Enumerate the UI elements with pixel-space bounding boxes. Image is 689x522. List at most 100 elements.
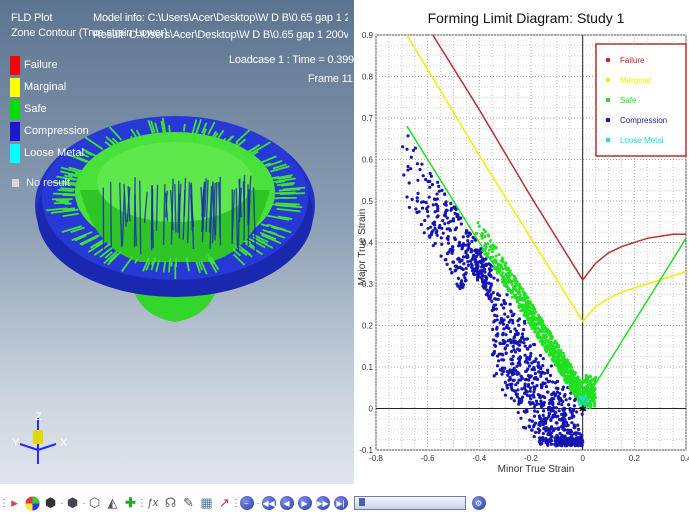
model-streak bbox=[133, 177, 136, 248]
next-frame-icon[interactable]: ▶▶ bbox=[314, 493, 331, 513]
compression-point bbox=[416, 178, 420, 182]
compression-point bbox=[509, 310, 513, 314]
compression-point bbox=[520, 332, 525, 336]
compression-point bbox=[491, 291, 495, 295]
compression-point bbox=[489, 295, 493, 299]
compression-point bbox=[515, 329, 519, 333]
compression-point bbox=[409, 167, 413, 171]
model-render[interactable] bbox=[0, 0, 354, 484]
compression-point bbox=[505, 323, 509, 328]
compression-point bbox=[402, 173, 406, 177]
safe-point bbox=[569, 369, 573, 373]
animation-slider[interactable] bbox=[354, 496, 466, 510]
compression-point bbox=[428, 235, 432, 239]
compression-point bbox=[451, 219, 456, 223]
fx-icon[interactable]: ƒx bbox=[146, 497, 159, 509]
model-streak bbox=[235, 188, 239, 248]
cube-shade-icon[interactable]: ⬢ bbox=[66, 495, 79, 510]
settings-icon[interactable]: ⚙ bbox=[470, 493, 487, 513]
compression-point bbox=[410, 197, 414, 201]
safe-point bbox=[565, 358, 569, 362]
safe-point bbox=[476, 221, 480, 225]
frame-text: Frame 11 bbox=[308, 73, 353, 85]
add-green-icon[interactable]: ✚ bbox=[125, 495, 136, 510]
compression-point bbox=[532, 390, 536, 394]
safe-point bbox=[519, 309, 523, 313]
legend-marker bbox=[605, 57, 611, 63]
safe-point bbox=[477, 224, 481, 228]
compression-point bbox=[533, 409, 537, 413]
previous-frame-icon[interactable]: ◀ bbox=[278, 493, 295, 513]
compression-point bbox=[572, 425, 576, 430]
minus-icon[interactable]: − bbox=[238, 493, 255, 513]
model-streak bbox=[211, 182, 216, 244]
legend-label: No result bbox=[26, 177, 71, 189]
compression-point bbox=[546, 443, 550, 447]
model-streak bbox=[75, 174, 83, 178]
compression-point bbox=[512, 348, 516, 352]
rewind-icon[interactable]: ◀◀ bbox=[260, 493, 277, 513]
safe-point bbox=[510, 295, 514, 299]
safe-point bbox=[546, 339, 550, 343]
compression-point bbox=[508, 302, 512, 306]
pen-icon[interactable]: ✎ bbox=[183, 495, 194, 510]
model-streak bbox=[160, 120, 165, 135]
compression-point bbox=[435, 192, 439, 196]
compression-point bbox=[526, 374, 531, 378]
safe-point bbox=[483, 230, 487, 234]
last-frame-icon[interactable]: ▶| bbox=[332, 493, 349, 513]
y-tick-label: 0.8 bbox=[362, 73, 374, 82]
model-streak bbox=[279, 192, 306, 195]
model-streak bbox=[103, 250, 118, 265]
slider-thumb[interactable] bbox=[359, 498, 365, 506]
compression-point bbox=[537, 365, 541, 369]
model-streak bbox=[104, 140, 114, 149]
chart-tool-icon[interactable]: ▦ bbox=[200, 495, 213, 510]
compression-point bbox=[556, 394, 561, 399]
model-streak bbox=[238, 179, 243, 218]
compression-point bbox=[483, 279, 487, 283]
arrow-tool-icon[interactable]: ▸ bbox=[11, 495, 18, 510]
compression-point bbox=[546, 390, 550, 394]
compression-point bbox=[564, 424, 568, 428]
color-wheel-icon[interactable] bbox=[24, 493, 41, 513]
safe-point bbox=[498, 269, 502, 273]
cube-view-icon[interactable]: ⬢ bbox=[44, 495, 57, 510]
safe-point bbox=[570, 374, 574, 378]
compression-point bbox=[522, 337, 526, 341]
compression-point bbox=[428, 185, 432, 189]
model-streak bbox=[182, 177, 187, 240]
chart-zoom-icon[interactable]: ↗ bbox=[219, 495, 230, 510]
compression-point bbox=[547, 411, 551, 416]
bulb-icon[interactable]: ☊ bbox=[164, 495, 177, 510]
model-streak bbox=[212, 132, 219, 140]
model-streak bbox=[168, 125, 172, 139]
compression-point bbox=[440, 226, 444, 230]
model-viewport[interactable]: FLD Plot Zone Contour (True strain Lower… bbox=[0, 0, 354, 484]
compression-point bbox=[480, 273, 484, 277]
mirror-icon[interactable]: ◭ bbox=[107, 495, 118, 510]
model-streak bbox=[69, 177, 79, 181]
model-streak bbox=[276, 181, 295, 186]
compression-point bbox=[459, 222, 463, 226]
play-icon[interactable]: ▶ bbox=[296, 493, 313, 513]
axis-x-label: X bbox=[60, 437, 68, 449]
cube-mesh-icon[interactable]: ⬡ bbox=[88, 495, 101, 510]
model-streak bbox=[58, 192, 78, 196]
safe-point bbox=[488, 239, 492, 243]
model-streak bbox=[273, 174, 293, 180]
compression-point bbox=[503, 312, 507, 316]
fld-chart[interactable]: Forming Limit Diagram: Study 1 Minor Tru… bbox=[356, 0, 689, 484]
y-tick-label: 0.4 bbox=[362, 239, 374, 248]
compression-point bbox=[513, 389, 517, 393]
safe-point bbox=[510, 273, 514, 277]
legend-label: Compression bbox=[24, 125, 89, 137]
compression-point bbox=[466, 234, 470, 238]
model-streak bbox=[61, 225, 82, 234]
compression-point bbox=[476, 260, 480, 264]
compression-point bbox=[517, 360, 521, 364]
safe-point bbox=[592, 393, 596, 397]
model-streak bbox=[259, 155, 277, 164]
compression-point bbox=[407, 181, 411, 185]
compression-point bbox=[567, 416, 571, 421]
